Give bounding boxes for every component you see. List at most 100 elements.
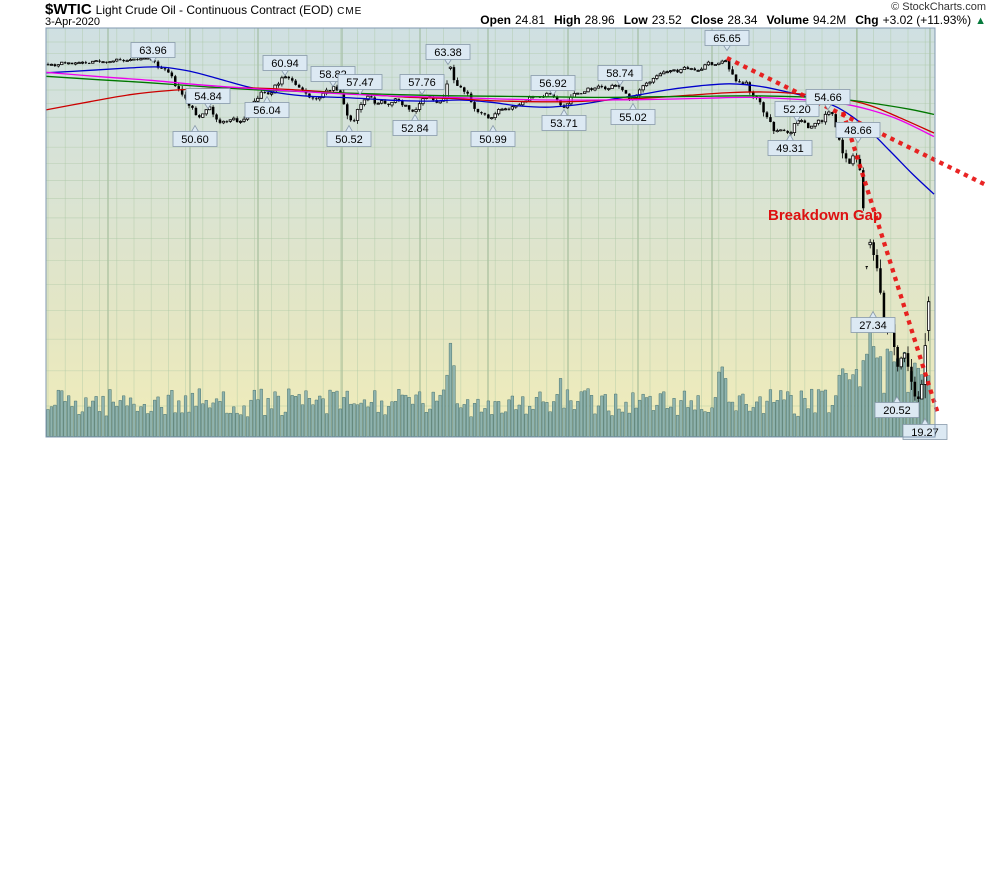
callout-text: 50.60: [181, 134, 209, 146]
callout-box: [244, 102, 290, 118]
callout-20.52: 20.52: [874, 395, 920, 418]
chart-date: 3-Apr-2020: [45, 16, 101, 28]
callout-48.66: 48.66: [835, 122, 881, 144]
callout-box: [767, 140, 813, 156]
high-label: High: [554, 13, 581, 27]
callout-box: [425, 44, 471, 60]
callout-50.52: 50.52: [326, 124, 372, 147]
grid-weeks: [47, 28, 926, 437]
grid-months: [107, 28, 931, 437]
callout-text: 27.34: [859, 320, 887, 332]
callout-56.92: 56.92: [530, 75, 576, 97]
callout-56.04: 56.04: [244, 95, 290, 118]
callout-box: [835, 122, 881, 138]
callout-57.76: 57.76: [399, 74, 445, 96]
callout-box: [902, 424, 948, 440]
open-label: Open: [480, 13, 511, 27]
callout-text: 63.38: [434, 47, 462, 59]
callout-box: [392, 120, 438, 136]
high-value: 28.96: [584, 13, 615, 27]
exchange-label: CME: [337, 6, 363, 17]
callout-60.94: 60.94: [262, 55, 308, 77]
callout-box: [530, 75, 576, 91]
callout-text: 55.02: [619, 112, 647, 124]
callout-52.84: 52.84: [392, 113, 438, 136]
volume-bars: [46, 319, 931, 437]
trendline-dotted-1: [726, 56, 989, 188]
callout-box: [805, 89, 851, 105]
trendline-dotted-2: [840, 111, 941, 415]
callout-text: 54.84: [194, 91, 222, 103]
callout-text: 50.52: [335, 134, 363, 146]
callout-text: 57.47: [346, 77, 374, 89]
close-value: 28.34: [727, 13, 758, 27]
callout-19.27: 19.27: [902, 417, 948, 440]
callout-27.34: 27.34: [850, 310, 896, 333]
up-arrow-icon: ▲: [975, 15, 986, 27]
callout-text: 19.27: [911, 427, 939, 439]
header-title-line: $WTIC Light Crude Oil - Continuous Contra…: [45, 1, 362, 19]
callout-50.99: 50.99: [470, 124, 516, 147]
callout-box: [262, 55, 308, 71]
callout-text: 58.74: [606, 68, 634, 80]
callout-50.60: 50.60: [172, 124, 218, 147]
chg-label: Chg: [855, 13, 879, 27]
callout-55.02: 55.02: [610, 102, 656, 125]
volume-label: Volume: [766, 13, 809, 27]
callout-box: [399, 74, 445, 90]
callout-54.66: 54.66: [805, 89, 851, 111]
callout-box: [704, 30, 750, 46]
callout-box: [874, 402, 920, 418]
chart-title: Light Crude Oil - Continuous Contract (E…: [95, 3, 334, 17]
callout-53.71: 53.71: [541, 108, 587, 131]
plot-border: [45, 27, 936, 438]
close-label: Close: [690, 13, 724, 27]
copyright: © StockCharts.com: [891, 1, 986, 13]
callout-text: 56.92: [539, 78, 567, 90]
callout-63.96: 63.96: [130, 42, 176, 64]
callout-box: [326, 131, 372, 147]
callout-box: [130, 42, 176, 58]
callout-box: [185, 88, 231, 104]
callout-box: [597, 65, 643, 81]
callout-text: 56.04: [253, 105, 281, 117]
open-value: 24.81: [514, 13, 545, 27]
callout-box: [850, 317, 896, 333]
callout-63.38: 63.38: [425, 44, 471, 66]
low-label: Low: [623, 13, 648, 27]
callout-49.31: 49.31: [767, 133, 813, 156]
callout-box: [172, 131, 218, 147]
callout-text: 52.84: [401, 123, 429, 135]
callout-text: 60.94: [271, 58, 299, 70]
callout-text: 50.99: [479, 134, 507, 146]
callout-text: 52.20: [783, 104, 811, 116]
callout-58.74: 58.74: [597, 65, 643, 87]
low-value: 23.52: [651, 13, 682, 27]
callout-text: 63.96: [139, 45, 167, 57]
callout-text: 53.71: [550, 118, 578, 130]
callout-text: 48.66: [844, 125, 872, 137]
callout-box: [610, 109, 656, 125]
callout-52.20: 52.20: [774, 101, 820, 123]
callout-text: 65.65: [713, 33, 741, 45]
callout-text: 20.52: [883, 405, 911, 417]
symbol-label: $WTIC: [45, 1, 92, 18]
callout-65.65: 65.65: [704, 30, 750, 52]
callout-text: 54.66: [814, 92, 842, 104]
callout-box: [470, 131, 516, 147]
callout-box: [541, 115, 587, 131]
volume-value: 94.2M: [812, 13, 847, 27]
callout-57.47: 57.47: [337, 74, 383, 96]
header: $WTIC Light Crude Oil - Continuous Contra…: [0, 0, 990, 28]
breakdown-gap-annotation: Breakdown Gap: [768, 207, 882, 224]
quote-line: Open 24.81 High 28.96 Low 23.52 Close 28.34 Volu…: [480, 13, 986, 27]
callout-54.84: 54.84: [185, 88, 231, 110]
callout-text: 49.31: [776, 143, 804, 155]
chg-value: +3.02 (+11.93%): [882, 13, 972, 27]
callout-text: 57.76: [408, 77, 436, 89]
callout-box: [774, 101, 820, 117]
callout-box: [337, 74, 383, 90]
wtic-chart: Breakdown Gap 63.96 54.84 50.60 56.04 60.94 58…: [45, 27, 989, 440]
